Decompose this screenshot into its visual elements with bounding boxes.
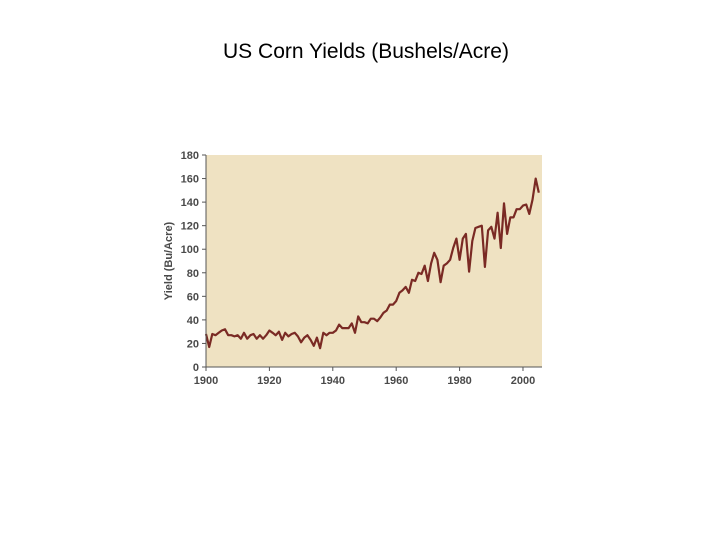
y-tick-label: 100 (181, 244, 199, 256)
x-tick-label: 1940 (321, 375, 345, 387)
y-tick-label: 140 (181, 197, 199, 209)
y-tick-label: 20 (187, 338, 199, 350)
x-tick-label: 1980 (447, 375, 471, 387)
plot-area (204, 177, 540, 350)
x-tick-label: 1900 (194, 375, 218, 387)
x-tick-label: 2000 (511, 375, 535, 387)
y-tick-label: 180 (181, 150, 199, 162)
y-axis-title: Yield (Bu/Acre) (163, 221, 175, 300)
x-tick-label: 1960 (384, 375, 408, 387)
y-tick-label: 120 (181, 221, 199, 233)
series-line (204, 177, 540, 350)
slide-title: US Corn Yields (Bushels/Acre) (223, 40, 509, 63)
y-tick-label: 0 (193, 362, 199, 374)
y-tick-label: 160 (181, 174, 199, 186)
y-tick-label: 60 (187, 291, 199, 303)
y-tick-label: 40 (187, 315, 199, 327)
y-tick-label: 80 (187, 268, 199, 280)
y-axis: 0 20 40 60 80 100 120 140 160 180 (181, 150, 207, 374)
x-tick-label: 1920 (257, 375, 281, 387)
plot-background (206, 155, 542, 367)
chart: 1900 1920 1940 1960 1980 2000 0 20 40 60 80 100 120… (163, 150, 542, 387)
x-axis: 1900 1920 1940 1960 1980 2000 (194, 366, 542, 387)
